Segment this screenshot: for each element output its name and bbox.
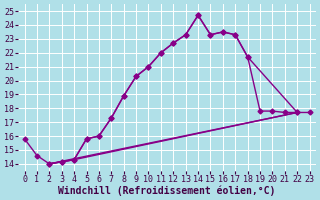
X-axis label: Windchill (Refroidissement éolien,°C): Windchill (Refroidissement éolien,°C): [58, 185, 276, 196]
